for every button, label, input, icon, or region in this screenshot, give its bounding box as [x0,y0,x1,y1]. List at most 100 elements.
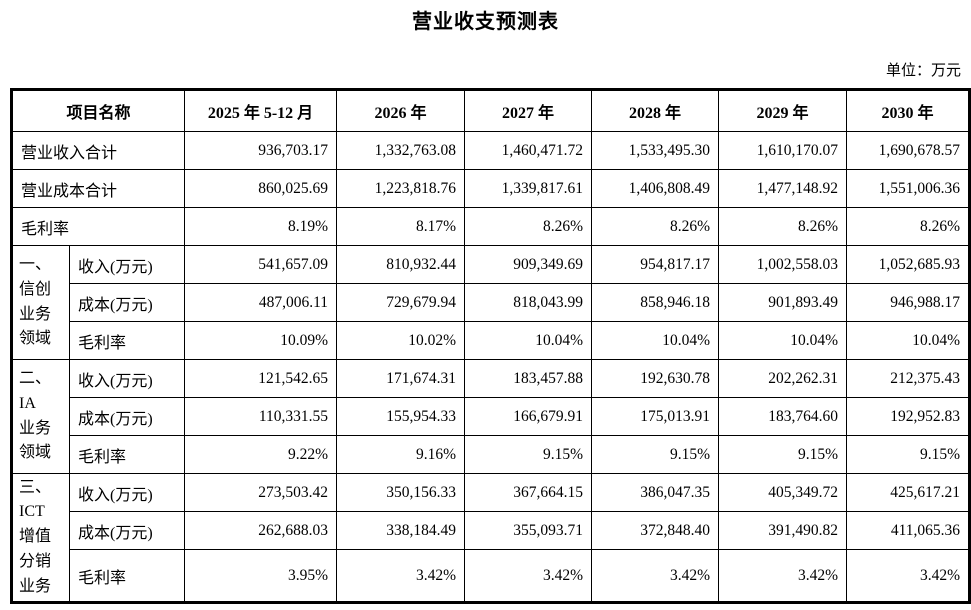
table-row-sec3-revenue: 三、 ICT 增值 分销 业务 收入(万元) 273,503.42 350,15… [11,473,971,603]
value-cell: 909,349.69 [464,245,593,284]
value-cell: 110,331.55 [184,397,338,436]
value-cell: 10.09% [184,321,338,360]
value-cell: 1,533,495.30 [591,131,720,170]
value-cell: 8.26% [846,207,971,246]
value-cell: 1,460,471.72 [464,131,593,170]
table-row-sec3-cost: 成本(万元) 262,688.03 338,184.49 355,093.71 … [12,511,971,550]
metric-label: 成本(万元) [68,511,186,550]
value-cell: 3.42% [336,549,466,603]
metric-label: 成本(万元) [68,283,186,322]
column-header-2028: 2028 年 [591,89,720,132]
row-label: 营业成本合计 [10,169,186,208]
value-cell: 9.16% [336,435,466,474]
value-cell: 183,764.60 [718,397,848,436]
value-cell: 262,688.03 [184,511,338,550]
value-cell: 860,025.69 [184,169,338,208]
column-header-2029: 2029 年 [718,89,848,132]
value-cell: 9.22% [184,435,338,474]
value-cell: 8.26% [591,207,720,246]
value-cell: 386,047.35 [591,473,720,512]
value-cell: 175,013.91 [591,397,720,436]
value-cell: 9.15% [846,435,971,474]
value-cell: 8.26% [464,207,593,246]
table-row-sec2-revenue: 二、 IA 业务 领域 收入(万元) 121,542.65 171,674.31… [11,359,971,474]
value-cell: 1,477,148.92 [718,169,848,208]
value-cell: 121,542.65 [184,359,338,398]
metric-label: 收入(万元) [68,473,186,512]
value-cell: 3.95% [184,549,338,603]
value-cell: 273,503.42 [184,473,338,512]
value-cell: 901,893.49 [718,283,848,322]
value-cell: 3.42% [846,549,971,603]
value-cell: 1,002,558.03 [718,245,848,284]
value-cell: 541,657.09 [184,245,338,284]
value-cell: 425,617.21 [846,473,971,512]
table-row-sec1-cost: 成本(万元) 487,006.11 729,679.94 818,043.99 … [12,283,971,322]
value-cell: 171,674.31 [336,359,466,398]
value-cell: 10.02% [336,321,466,360]
metric-label: 收入(万元) [68,245,186,284]
value-cell: 166,679.91 [464,397,593,436]
value-cell: 391,490.82 [718,511,848,550]
value-cell: 10.04% [464,321,593,360]
value-cell: 405,349.72 [718,473,848,512]
table-row-sec3-margin: 毛利率 3.95% 3.42% 3.42% 3.42% 3.42% 3.42% [12,549,971,603]
value-cell: 9.15% [591,435,720,474]
metric-label: 毛利率 [68,321,186,360]
value-cell: 10.04% [591,321,720,360]
value-cell: 192,630.78 [591,359,720,398]
value-cell: 1,332,763.08 [336,131,466,170]
table-row-sec1-revenue: 一、 信创 业务 领域 收入(万元) 541,657.09 810,932.44… [11,245,971,360]
column-header-2025: 2025 年 5-12 月 [184,89,338,132]
value-cell: 355,093.71 [464,511,593,550]
value-cell: 1,406,808.49 [591,169,720,208]
value-cell: 9.15% [464,435,593,474]
metric-label: 成本(万元) [68,397,186,436]
value-cell: 1,223,818.76 [336,169,466,208]
row-label: 毛利率 [10,207,186,246]
value-cell: 338,184.49 [336,511,466,550]
group-label-ict: 三、 ICT 增值 分销 业务 [11,473,70,603]
value-cell: 954,817.17 [591,245,720,284]
forecast-table: 项目名称 2025 年 5-12 月 2026 年 2027 年 2028 年 … [10,88,971,604]
value-cell: 3.42% [591,549,720,603]
unit-label: 单位：万元 [885,63,961,79]
value-cell: 9.15% [718,435,848,474]
value-cell: 487,006.11 [184,283,338,322]
value-cell: 810,932.44 [336,245,466,284]
value-cell: 350,156.33 [336,473,466,512]
value-cell: 1,690,678.57 [846,131,971,170]
value-cell: 1,339,817.61 [464,169,593,208]
column-header-project: 项目名称 [10,89,186,132]
value-cell: 155,954.33 [336,397,466,436]
value-cell: 202,262.31 [718,359,848,398]
group-label-xinchuang: 一、 信创 业务 领域 [11,245,70,360]
value-cell: 10.04% [718,321,848,360]
value-cell: 212,375.43 [846,359,971,398]
table-row-total-cost: 营业成本合计 860,025.69 1,223,818.76 1,339,817… [10,169,971,208]
value-cell: 372,848.40 [591,511,720,550]
value-cell: 367,664.15 [464,473,593,512]
metric-label: 收入(万元) [68,359,186,398]
metric-label: 毛利率 [68,549,186,603]
value-cell: 8.26% [718,207,848,246]
value-cell: 10.04% [846,321,971,360]
table-row-sec1-margin: 毛利率 10.09% 10.02% 10.04% 10.04% 10.04% 1… [12,321,971,360]
column-header-2027: 2027 年 [464,89,593,132]
metric-label: 毛利率 [68,435,186,474]
value-cell: 1,610,170.07 [718,131,848,170]
page-title: 营业收支预测表 [412,11,559,33]
value-cell: 946,988.17 [846,283,971,322]
header-row: 项目名称 2025 年 5-12 月 2026 年 2027 年 2028 年 … [10,89,971,132]
column-header-2026: 2026 年 [336,89,466,132]
table-row-total-revenue: 营业收入合计 936,703.17 1,332,763.08 1,460,471… [10,131,971,170]
value-cell: 858,946.18 [591,283,720,322]
value-cell: 8.17% [336,207,466,246]
value-cell: 183,457.88 [464,359,593,398]
value-cell: 8.19% [184,207,338,246]
value-cell: 3.42% [464,549,593,603]
value-cell: 1,052,685.93 [846,245,971,284]
value-cell: 411,065.36 [846,511,971,550]
table-row-sec2-margin: 毛利率 9.22% 9.16% 9.15% 9.15% 9.15% 9.15% [12,435,971,474]
